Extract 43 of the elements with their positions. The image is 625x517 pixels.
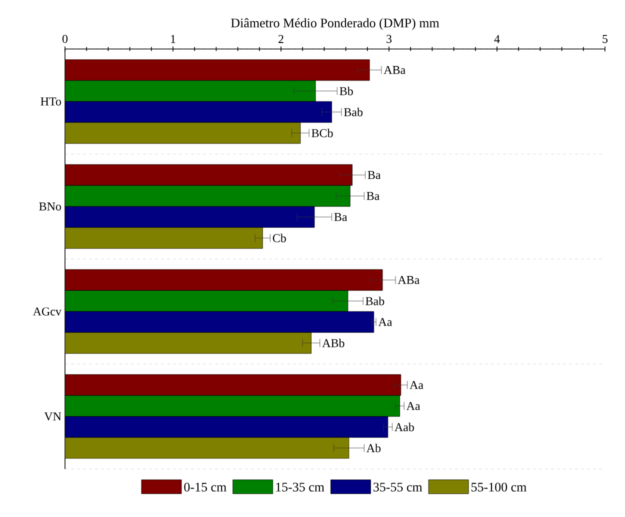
data-label: BCb — [312, 128, 333, 138]
data-label: Aa — [410, 380, 424, 390]
legend-label: 55-100 cm — [472, 482, 527, 492]
x-tick-label: 5 — [602, 34, 608, 43]
bar — [65, 80, 316, 102]
data-label: Ba — [334, 213, 348, 221]
bar — [65, 101, 332, 123]
x-tick-label: 3 — [386, 34, 392, 43]
y-tick-label: VN — [44, 412, 62, 421]
data-label: Bab — [344, 108, 363, 116]
legend-label: 35-55 cm — [374, 482, 422, 492]
y-tick-label: AGcv — [32, 307, 62, 316]
bar — [65, 206, 315, 228]
legend-label: 15-35 cm — [276, 482, 324, 492]
bar — [65, 122, 301, 144]
legend-label: 0-15 cm — [184, 482, 226, 492]
bar — [65, 227, 263, 249]
data-label: Aa — [406, 402, 420, 410]
bar — [65, 437, 350, 459]
x-tick-label: 2 — [278, 35, 284, 43]
data-label: ABb — [322, 338, 344, 348]
x-tick-label: 0 — [62, 34, 68, 43]
data-label: Bb — [340, 86, 353, 96]
bar — [65, 290, 348, 312]
x-tick-label: 4 — [494, 35, 500, 43]
data-label: Ab — [366, 444, 381, 452]
data-label: Aa — [378, 318, 392, 326]
data-label: Ba — [368, 171, 381, 179]
data-label: Ba — [366, 192, 380, 200]
data-label: Bab — [366, 296, 384, 306]
data-label: Aab — [394, 422, 414, 432]
data-label: Cb — [272, 234, 286, 242]
data-label: ABa — [398, 276, 420, 284]
y-tick-label: HTo — [40, 98, 62, 106]
bar — [65, 395, 400, 417]
bar — [65, 311, 374, 333]
y-tick-label: BNo — [39, 202, 62, 210]
bar — [65, 416, 388, 438]
x-axis-title: Diâmetro Médio Ponderado (DMP) mm — [231, 18, 440, 30]
data-label: ABa — [384, 66, 406, 74]
bar — [65, 185, 350, 207]
bar — [65, 332, 312, 354]
x-tick-label: 1 — [171, 35, 176, 43]
